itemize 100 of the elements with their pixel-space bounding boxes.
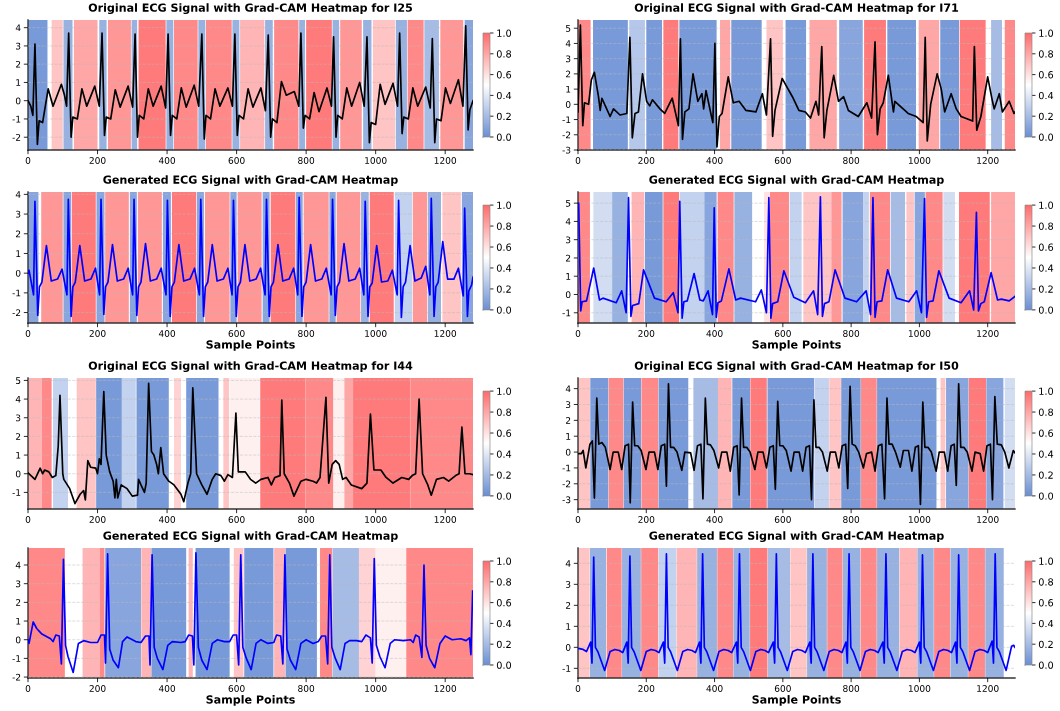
color-bar-label: 0.8	[1038, 222, 1054, 230]
y-tick-label: 4	[15, 24, 21, 32]
color-bar-label: 1.0	[1039, 557, 1054, 565]
color-bar-label: 0.6	[496, 429, 512, 437]
color-bar-label: 0.8	[1038, 578, 1054, 586]
x-tick-label: 400	[158, 685, 176, 692]
color-bar-label: 0.8	[496, 222, 512, 230]
y-tick-label: 3	[566, 581, 571, 588]
x-tick-label: 1000	[365, 685, 387, 692]
y-tick-label: -1	[12, 655, 21, 662]
x-tick-label: 0	[25, 516, 31, 523]
y-tick-label: 0	[565, 644, 571, 651]
color-bar-label: 0.4	[1038, 91, 1054, 100]
y-tick-label: -2	[12, 133, 21, 141]
x-tick-label: 600	[228, 516, 245, 523]
color-bar-label: 0.2	[496, 112, 511, 121]
x-tick-label: 600	[228, 330, 245, 337]
y-tick-label: -2	[12, 309, 21, 316]
color-bar-label: 0.2	[1038, 640, 1053, 649]
color-bar-label: 1.0	[1039, 201, 1054, 209]
x-tick-label: 800	[298, 157, 315, 164]
color-bar-label: 0.6	[1038, 243, 1054, 251]
y-tick-label: -2	[12, 673, 21, 681]
y-tick-label: -3	[562, 496, 571, 504]
chart-title: Generated ECG Signal with Grad-CAM Heatmap	[649, 531, 944, 543]
y-tick-label: -1	[12, 489, 21, 496]
x-tick-label: 1200	[434, 685, 457, 692]
y-tick-label: 4	[565, 40, 571, 47]
x-tick-label: 0	[25, 157, 31, 164]
y-tick-label: 5	[566, 25, 571, 32]
chart-title: Generated ECG Signal with Grad-CAM Heatmap	[649, 175, 944, 187]
x-tick-label: 800	[298, 685, 315, 692]
color-bar-label: 0.6	[1038, 599, 1054, 607]
y-tick-label: 2	[15, 60, 21, 68]
x-tick-label: 400	[706, 157, 723, 164]
x-tick-label: 200	[638, 330, 655, 337]
y-tick-label: -1	[12, 289, 21, 297]
y-tick-label: 0	[15, 269, 21, 277]
y-tick-label: 2	[15, 433, 21, 440]
x-tick-label: 600	[774, 685, 791, 692]
x-tick-label: 1000	[365, 330, 387, 337]
color-bar-label: 0.2	[496, 471, 511, 479]
color-bar-label: 1.0	[1039, 387, 1054, 395]
x-tick-label: 0	[575, 330, 581, 337]
y-tick-label: 1	[16, 250, 21, 257]
y-tick-label: 4	[565, 560, 571, 567]
y-tick-label: -1	[12, 115, 21, 123]
x-axis-title: Sample Points	[752, 340, 841, 351]
x-tick-label: 600	[228, 685, 245, 692]
x-tick-label: 800	[843, 685, 860, 692]
color-bar-label: 0.0	[496, 661, 512, 669]
y-tick-label: 4	[565, 218, 571, 225]
x-tick-label: 1200	[977, 330, 999, 337]
x-tick-label: 1200	[434, 330, 457, 337]
x-tick-label: 200	[638, 685, 655, 692]
x-tick-label: 1200	[977, 516, 999, 523]
y-tick-label: -1	[562, 665, 571, 672]
x-tick-label: 400	[158, 516, 176, 523]
color-bar-label: 1.0	[497, 387, 512, 395]
color-bar-label: 0.0	[1038, 306, 1054, 314]
y-tick-label: 3	[566, 55, 571, 63]
y-tick-label: 4	[15, 561, 21, 569]
y-tick-label: 5	[566, 199, 571, 207]
x-tick-label: 1200	[977, 157, 999, 164]
color-bar-label: 1.0	[497, 29, 512, 37]
x-tick-label: 0	[575, 157, 581, 164]
color-bar-label: 0.8	[496, 408, 512, 416]
y-tick-label: 3	[566, 401, 571, 409]
y-tick-label: 1	[566, 85, 571, 93]
x-axis-title: Sample Points	[752, 695, 841, 706]
x-tick-label: 200	[89, 330, 106, 337]
y-tick-label: 1	[566, 433, 571, 440]
y-tick-label: 2	[565, 254, 571, 262]
x-tick-label: 800	[843, 516, 860, 523]
x-tick-label: 200	[638, 157, 655, 164]
y-tick-label: -3	[562, 146, 571, 154]
x-tick-label: 200	[89, 157, 106, 164]
x-tick-label: 200	[638, 516, 655, 523]
y-tick-label: 4	[565, 385, 571, 393]
chart-title: Original ECG Signal with Grad-CAM Heatmap for I50	[634, 361, 959, 373]
color-bar-label: 0.6	[496, 599, 512, 607]
x-tick-label: 800	[298, 516, 315, 523]
x-tick-label: 200	[89, 685, 106, 692]
chart-title: Generated ECG Signal with Grad-CAM Heatmap	[103, 531, 398, 543]
y-tick-label: -2	[562, 480, 571, 488]
color-bar-label: 0.0	[496, 492, 512, 500]
color-bar-label: 0.8	[496, 578, 512, 586]
color-bar-label: 0.0	[496, 306, 512, 314]
x-tick-label: 1000	[908, 330, 931, 337]
y-tick-label: 3	[16, 414, 21, 422]
y-tick-label: 2	[565, 602, 571, 609]
color-bar-label: 0.4	[1038, 264, 1054, 272]
color-bar-label: 0.2	[1038, 471, 1053, 479]
line-series	[578, 195, 1015, 320]
x-tick-label: 200	[89, 516, 106, 523]
y-tick-label: 0	[565, 101, 571, 108]
x-tick-label: 400	[706, 685, 723, 692]
color-bar-label: 0.0	[1038, 133, 1054, 141]
x-tick-label: 1200	[434, 516, 457, 523]
chart-title: Original ECG Signal with Grad-CAM Heatmap for I71	[634, 3, 959, 15]
